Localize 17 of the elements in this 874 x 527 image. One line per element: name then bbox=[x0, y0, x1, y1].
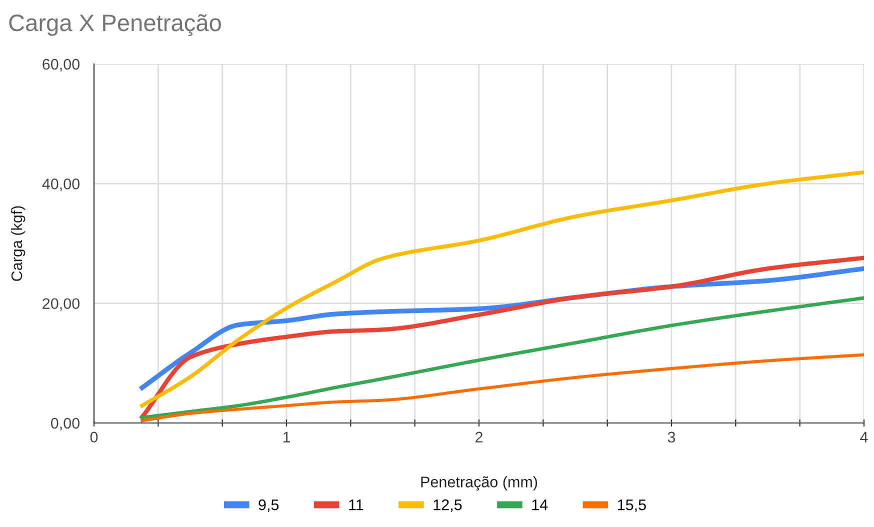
y-tick-label: 20,00 bbox=[42, 298, 80, 311]
x-tick-label: 1 bbox=[283, 432, 290, 442]
legend-label: 15,5 bbox=[618, 500, 646, 512]
legend-label: 11 bbox=[349, 500, 364, 510]
y-tick-label: 0,00 bbox=[50, 418, 80, 430]
y-tick-label: 60,00 bbox=[42, 58, 80, 72]
x-tick-label: 0 bbox=[90, 432, 98, 443]
legend-label: 9,5 bbox=[258, 499, 279, 512]
x-tick-label: 3 bbox=[668, 432, 676, 443]
x-axis-title: Penetração (mm) bbox=[421, 476, 538, 490]
y-tick-label: 40,00 bbox=[42, 178, 80, 192]
x-tick-label: 2 bbox=[476, 432, 482, 442]
y-axis-title: Carga (kgf) bbox=[10, 206, 26, 281]
legend-label: 14 bbox=[532, 500, 548, 510]
x-tick-label: 4 bbox=[860, 432, 868, 442]
chart-title: Carga X Penetração bbox=[9, 14, 221, 36]
legend-label: 12,5 bbox=[434, 499, 462, 512]
